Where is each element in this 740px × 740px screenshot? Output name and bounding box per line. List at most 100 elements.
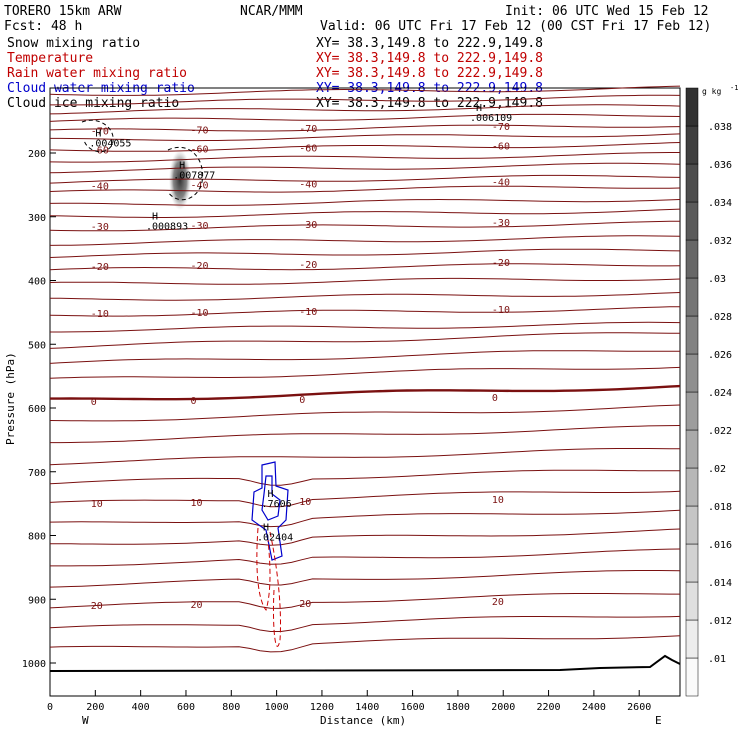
x-tick-label: 400 [132, 702, 150, 713]
colorbar-tick-label: .01 [708, 654, 726, 665]
isotherm-label: -10 [191, 308, 209, 319]
field-xy-4: XY= 38.3,149.8 to 222.9,149.8 [316, 96, 543, 111]
isotherm-label: 10 [191, 498, 203, 509]
isotherm-line [49, 570, 681, 588]
isotherm-label: 0 [191, 396, 197, 407]
snow-max-shading [169, 150, 191, 210]
y-tick-label: 300 [28, 213, 46, 224]
isotherm-label: 20 [191, 600, 203, 611]
plot-frame [49, 87, 681, 697]
max-value: .02404 [257, 533, 293, 544]
isotherm-label: -30 [299, 220, 317, 231]
colorbar-swatch [685, 125, 699, 165]
isotherm-line [49, 208, 681, 218]
x-tick-label: 1200 [310, 702, 334, 713]
field-name-0: Snow mixing ratio [7, 36, 140, 51]
colorbar-tick-label: .018 [708, 502, 732, 513]
isotherm-label: -70 [91, 126, 109, 137]
isotherm-label: 10 [299, 497, 311, 508]
max-marker: H [95, 129, 101, 140]
x-tick-label: 1800 [446, 702, 470, 713]
isotherm-line [49, 350, 681, 364]
isotherm-line [49, 490, 681, 508]
colorbar-swatch [685, 239, 699, 279]
init-time: Init: 06 UTC Wed 15 Feb 12 [505, 4, 709, 19]
y-tick-label: 200 [28, 149, 46, 160]
isotherm-label: -20 [91, 262, 109, 273]
x-tick-label: 1400 [355, 702, 379, 713]
isotherm-line [49, 366, 681, 379]
isotherm-label: -30 [91, 222, 109, 233]
y-tick-label: 900 [28, 595, 46, 606]
colorbar-tick-label: .032 [708, 236, 732, 247]
isotherm-line [49, 124, 681, 132]
field-xy-0: XY= 38.3,149.8 to 222.9,149.8 [316, 36, 543, 51]
isotherm-label: -70 [492, 122, 510, 133]
colorbar-tick-label: .024 [708, 388, 732, 399]
cloud-ice-contour [81, 119, 114, 153]
east-label: E [655, 714, 662, 727]
x-tick-label: 0 [47, 702, 53, 713]
colorbar-swatch [685, 581, 699, 621]
isotherm-label: -70 [191, 125, 209, 136]
colorbar-tick-label: .014 [708, 578, 732, 589]
isotherm-line [49, 220, 681, 232]
colorbar-swatch [685, 619, 699, 659]
x-axis-label: Distance (km) [320, 714, 406, 727]
isotherm-line [49, 142, 681, 152]
x-tick-label: 1600 [401, 702, 425, 713]
isotherm-label: 20 [299, 599, 311, 610]
isotherm-line [49, 448, 681, 466]
field-name-4: Cloud ice mixing ratio [7, 96, 179, 111]
isotherm-label: -10 [299, 307, 317, 318]
colorbar-tick-label: .022 [708, 426, 732, 437]
colorbar-tick-label: .012 [708, 616, 732, 627]
isotherm-label: 10 [91, 499, 103, 510]
isotherm-label: -60 [299, 143, 317, 154]
x-tick-label: 2600 [627, 702, 651, 713]
colorbar-swatch [685, 87, 699, 127]
isotherm-line [49, 509, 681, 528]
isotherm-line [49, 469, 680, 486]
isotherm-line [49, 292, 681, 301]
isotherm-label: -40 [91, 182, 109, 193]
isotherm-line [50, 321, 681, 333]
y-tick-label: 500 [28, 340, 46, 351]
isotherm-line [50, 384, 681, 401]
colorbar-tick-label: .036 [708, 160, 732, 171]
x-tick-label: 800 [222, 702, 240, 713]
colorbar-tick-label: .034 [708, 198, 732, 209]
isotherm-line [49, 104, 681, 115]
west-label: W [82, 714, 89, 727]
colorbar-swatch [685, 429, 699, 469]
isotherm-line [49, 248, 681, 258]
field-xy-1: XY= 38.3,149.8 to 222.9,149.8 [316, 51, 543, 66]
x-tick-label: 2200 [537, 702, 561, 713]
isotherm-line [49, 235, 681, 246]
isotherm-line [49, 615, 681, 632]
y-tick-label: 600 [28, 404, 46, 415]
field-name-1: Temperature [7, 51, 93, 66]
colorbar-swatch [685, 163, 699, 203]
isotherm-line [49, 113, 681, 122]
isotherm-line [49, 593, 680, 609]
max-marker: H [152, 212, 158, 223]
y-tick-label: 1000 [22, 659, 46, 670]
isotherm-label: -70 [299, 124, 317, 135]
isotherm-label: -60 [191, 144, 209, 155]
isotherm-label: 20 [91, 601, 103, 612]
colorbar-swatch [685, 543, 699, 583]
y-axis-label: Pressure (hPa) [4, 352, 17, 445]
isotherm-label: -30 [191, 221, 209, 232]
snow-contour [167, 146, 204, 201]
rain-water-contour [256, 527, 282, 647]
isotherm-line [50, 528, 681, 546]
field-xy-2: XY= 38.3,149.8 to 222.9,149.8 [316, 66, 543, 81]
isotherm-line [49, 85, 681, 96]
max-marker: H [268, 489, 274, 500]
max-value: .007877 [173, 171, 215, 182]
isotherm-label: 0 [492, 393, 498, 404]
colorbar-swatch [685, 467, 699, 507]
isotherm-line [50, 425, 681, 444]
isotherm-label: 0 [299, 395, 305, 406]
